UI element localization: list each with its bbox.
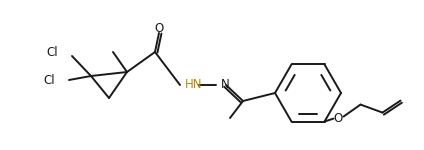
Text: O: O bbox=[334, 112, 343, 125]
Text: N: N bbox=[221, 78, 230, 92]
Text: Cl: Cl bbox=[43, 74, 55, 87]
Text: O: O bbox=[154, 22, 164, 36]
Text: HN: HN bbox=[185, 78, 203, 92]
Text: Cl: Cl bbox=[46, 45, 58, 58]
